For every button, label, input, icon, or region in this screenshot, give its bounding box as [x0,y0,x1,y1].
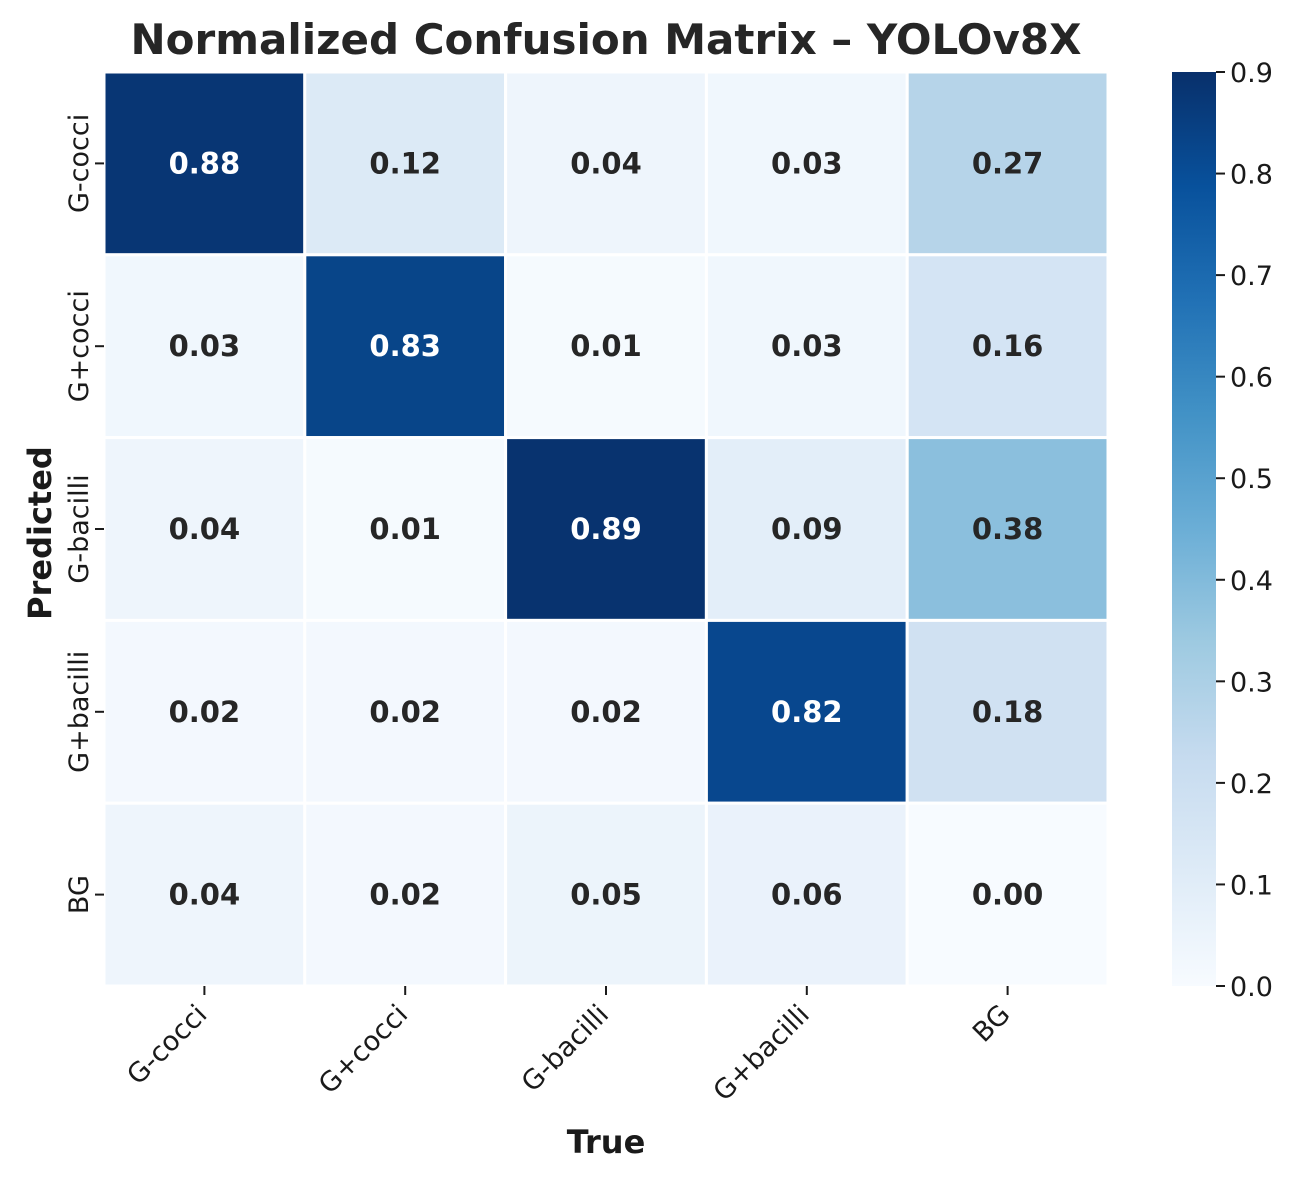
cell-value-label: 0.27 [972,146,1044,180]
cell-value-label: 0.04 [169,512,241,546]
cell-value-label: 0.00 [972,878,1044,912]
y-tick-label: G+cocci [64,290,95,402]
cell-value-label: 0.02 [369,695,441,729]
cell-value-label: 0.12 [369,146,441,180]
colorbar-tick-label: 0.1 [1230,870,1273,901]
cell-value-label: 0.04 [570,146,642,180]
colorbar-tick-label: 0.2 [1230,769,1273,800]
heatmap-cell [504,253,708,440]
y-tick-label: G-bacilli [64,474,95,583]
cell-value-label: 0.06 [771,878,843,912]
heatmap-cell-labels: 0.88 0.12 0.04 0.03 0.27 0.03 0.83 0.01 0.03 0.16… [169,146,1044,911]
cell-value-label: 0.04 [169,878,241,912]
cell-value-label: 0.16 [972,329,1044,363]
heatmap-cell [905,253,1110,440]
heatmap-cell [102,70,307,257]
y-axis-label: Predicted [21,446,59,620]
colorbar-tick-label: 0.9 [1230,58,1273,89]
cell-value-label: 0.18 [972,695,1044,729]
heatmap-cell [704,70,909,257]
colorbar-ticks: 0.0 0.1 0.2 0.3 0.4 0.5 0.6 0.7 0.8 0.9 [1216,58,1273,1003]
x-axis-label: True [567,1123,646,1161]
chart-title: Normalized Confusion Matrix – YOLOv8X [131,15,1082,64]
y-tick-label: G-cocci [64,114,95,213]
cell-value-label: 0.02 [369,878,441,912]
cell-value-label: 0.02 [570,695,642,729]
heatmap-cell [102,801,307,988]
cell-value-label: 0.02 [169,695,241,729]
x-axis: G-cocci G+cocci G-bacilli G+bacilli BG [121,986,1017,1107]
cell-value-label: 0.05 [570,878,642,912]
colorbar-tick-label: 0.0 [1230,972,1273,1003]
colorbar-tick-label: 0.6 [1230,363,1273,394]
heatmap-cells [102,70,1110,988]
heatmap-cell [704,436,909,622]
x-tick-label: BG [967,999,1016,1048]
heatmap-cell [303,618,508,805]
y-axis: G-cocci G+cocci G-bacilli G+bacilli BG [64,114,104,914]
y-tick-label: G+bacilli [64,651,95,773]
colorbar-tick-label: 0.3 [1230,667,1273,698]
heatmap-cell [303,436,508,622]
heatmap-cell [905,801,1110,988]
cell-value-label: 0.38 [972,512,1044,546]
cell-value-label: 0.03 [771,329,843,363]
cell-value-label: 0.01 [570,329,642,363]
colorbar: 0.0 0.1 0.2 0.3 0.4 0.5 0.6 0.7 0.8 0.9 [1172,58,1273,1003]
colorbar-tick-label: 0.5 [1230,464,1273,495]
x-tick-label: G-cocci [121,999,213,1091]
colorbar-tick-label: 0.4 [1230,566,1273,597]
cell-value-label: 0.09 [771,512,843,546]
cell-value-label: 0.03 [771,146,843,180]
cell-value-label: 0.88 [169,146,241,180]
x-tick-label: G-bacilli [516,999,615,1098]
colorbar-tick-label: 0.8 [1230,160,1273,191]
heatmap-cell [504,801,708,988]
heatmap-cell [504,618,708,805]
y-tick-label: BG [64,875,95,914]
heatmap-cell [504,70,708,257]
heatmap-cell [905,618,1110,805]
colorbar-tick-label: 0.7 [1230,261,1273,292]
heatmap-cell [704,618,909,805]
cell-value-label: 0.83 [369,329,441,363]
colorbar-gradient [1172,72,1216,986]
x-tick-label: G+cocci [313,999,414,1100]
cell-value-label: 0.03 [169,329,241,363]
cell-value-label: 0.01 [369,512,441,546]
cell-value-label: 0.82 [771,695,843,729]
x-tick-label: G+bacilli [707,999,815,1107]
heatmap-cell [303,70,508,257]
cell-value-label: 0.89 [570,512,642,546]
heatmap-cell [303,801,508,988]
